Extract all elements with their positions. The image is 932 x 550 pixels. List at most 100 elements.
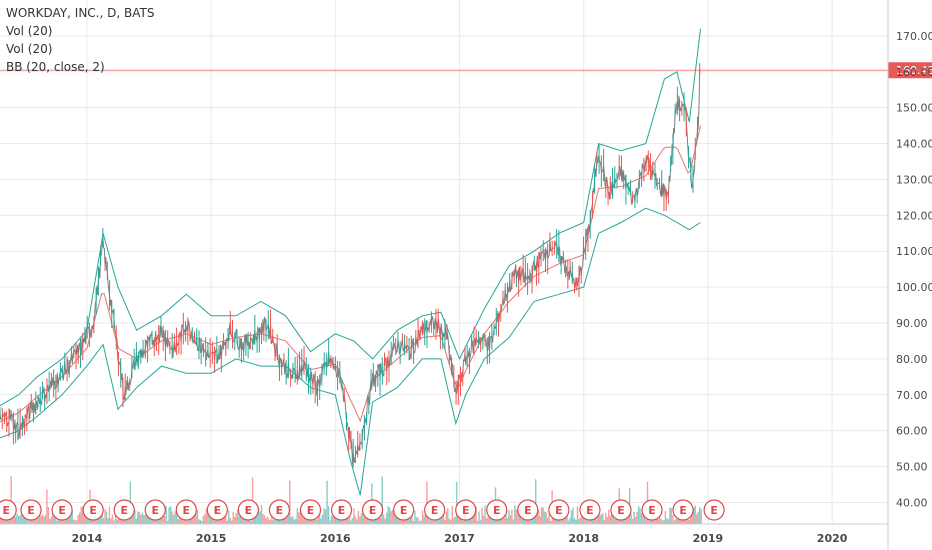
earnings-marker-label: E [493,504,501,517]
volume-bar [254,512,257,524]
volume-bar [384,518,386,524]
volume-bar [514,505,516,524]
earnings-marker-label: E [369,504,377,517]
volume-bar [374,520,376,524]
earnings-marker [0,499,17,521]
volume-bar [625,518,628,524]
volume-bar [122,517,124,524]
volume-bar [44,515,47,524]
volume-bar [462,517,464,524]
price-series [0,63,701,468]
volume-bar [636,511,638,524]
volume-bar [611,513,613,524]
volume-bar [59,520,62,524]
volume-bar [99,515,102,524]
earnings-marker [268,499,291,521]
volume-bar [657,519,659,524]
volume-bar [380,517,382,524]
bollinger-indicator-label[interactable]: BB (20, close, 2) [6,60,105,74]
volume-bar [253,517,255,524]
volume-bar [292,516,294,524]
volume-bar [357,511,360,524]
x-tick-label: 2017 [444,532,475,545]
volume-bar [134,509,136,524]
volume-bar [78,512,81,524]
volume-bar [71,510,73,524]
volume-bar [154,518,157,524]
volume-bar [660,518,662,524]
volume-bar [201,520,203,524]
volume-bar [269,519,272,524]
volume-bar [539,516,541,524]
volume-bar [231,520,233,524]
volume-indicator-label[interactable]: Vol (20) [6,24,53,38]
earnings-marker-label: E [214,504,222,517]
volume-bar [631,519,634,524]
y-tick-label: 70.00 [896,389,928,402]
volume-bar [432,520,434,524]
volume-bar [149,515,151,524]
earnings-marker-label: E [120,504,128,517]
volume-bar [448,518,450,524]
earnings-marker [237,499,259,521]
volume-bar [563,518,565,524]
volume-bar [543,511,546,524]
volume-bar [163,516,166,524]
volume-bar [470,517,473,524]
volume-bar [587,520,589,524]
volume-bar [317,514,319,524]
volume-bar [693,507,695,524]
earnings-marker [144,499,166,521]
volume-bar [138,512,141,524]
volume-bar [104,509,106,524]
volume-bar [633,511,635,524]
y-tick-label: 120.00 [896,209,932,222]
volume-bar [204,513,206,524]
earnings-marker [548,499,570,521]
volume-bar [76,520,78,524]
volume-bar [19,515,21,524]
x-axis[interactable]: 2014 2015 2016 2017 2018 2019 2020 [0,523,888,545]
volume-bar [599,514,601,524]
volume-bar [700,509,702,524]
volume-bar [236,509,239,524]
volume-bar [84,513,87,524]
volume-bar [424,512,427,524]
volume-bar [417,517,419,524]
volume-bar [423,515,425,524]
volume-indicator-label[interactable]: Vol (20) [6,42,53,56]
volume-bar [141,512,143,524]
symbol-title[interactable]: WORKDAY, INC., D, BATS [6,6,155,20]
volume-bar [302,517,304,524]
volume-bar [257,507,260,524]
volume-bar [578,518,580,524]
volume-bar [582,515,585,524]
volume-bar [464,517,467,524]
volume-bar [445,511,448,524]
volume-bar [345,516,348,524]
volume-bar [256,516,258,524]
volume-bar [548,507,550,524]
earnings-marker-label: E [2,504,10,517]
earnings-marker-label: E [555,504,563,517]
volume-bar [450,519,452,524]
volume-bar [517,508,519,524]
volume-bar [347,513,349,524]
volume-bar [441,511,443,524]
earnings-marker [517,499,539,521]
earnings-marker-label: E [462,504,470,517]
volume-bar [268,519,270,524]
volume-bar [23,514,26,524]
volume-bar [606,516,608,524]
volume-bar [652,517,655,524]
volume-bar [381,476,383,524]
volume-bar [47,507,50,524]
y-axis[interactable]: 40.00 50.00 60.00 70.00 80.00 90.00 100.00 110.… [887,0,932,550]
volume-bar [77,514,79,524]
volume-bar [546,517,549,524]
earnings-marker-label: E [183,504,191,517]
earnings-marker-label: E [679,504,687,517]
volume-bar [420,520,422,524]
